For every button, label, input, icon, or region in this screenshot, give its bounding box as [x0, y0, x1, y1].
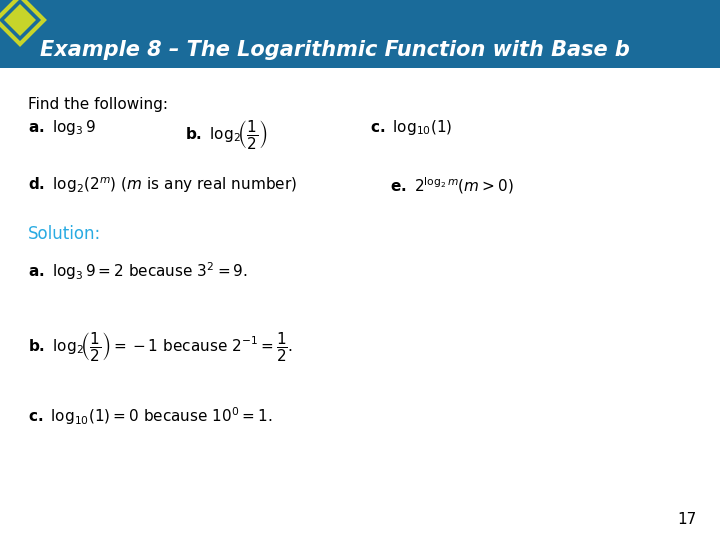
Text: 17: 17 [678, 512, 697, 527]
Text: $\mathbf{c.}\ \mathrm{log}_{10}(1) = 0\ \mathrm{because}\ 10^0 = 1.$: $\mathbf{c.}\ \mathrm{log}_{10}(1) = 0\ … [28, 405, 272, 427]
Text: Example 8 – The Logarithmic Function with Base b: Example 8 – The Logarithmic Function wit… [40, 40, 630, 60]
Text: Solution:: Solution: [28, 225, 102, 243]
Text: $\mathbf{d.}\ \mathrm{log}_2(2^m)\ (m\ \mathrm{is\ any\ real\ number})$: $\mathbf{d.}\ \mathrm{log}_2(2^m)\ (m\ \… [28, 175, 297, 194]
Text: $\mathbf{a.}\ \mathrm{log}_3\,9 = 2\ \mathrm{because}\ 3^2 = 9.$: $\mathbf{a.}\ \mathrm{log}_3\,9 = 2\ \ma… [28, 260, 248, 282]
Text: $\mathbf{c.}\ \mathrm{log}_{10}(1)$: $\mathbf{c.}\ \mathrm{log}_{10}(1)$ [370, 118, 452, 137]
Text: $\mathbf{e.}\ 2^{\mathrm{log}_2\,m}(m>0)$: $\mathbf{e.}\ 2^{\mathrm{log}_2\,m}(m>0)… [390, 175, 514, 195]
Text: $\mathbf{a.}\ \mathrm{log}_3\,9$: $\mathbf{a.}\ \mathrm{log}_3\,9$ [28, 118, 96, 137]
Text: Find the following:: Find the following: [28, 97, 168, 112]
Polygon shape [0, 0, 44, 44]
Text: $\mathbf{b.}\ \mathrm{log}_2\!\left(\dfrac{1}{2}\right)$: $\mathbf{b.}\ \mathrm{log}_2\!\left(\dfr… [185, 118, 268, 151]
Polygon shape [4, 4, 36, 36]
Bar [0, 0, 720, 68]
Text: $\mathbf{b.}\ \mathrm{log}_2\!\left(\dfrac{1}{2}\right) = -1\ \mathrm{because}\ : $\mathbf{b.}\ \mathrm{log}_2\!\left(\dfr… [28, 330, 293, 363]
